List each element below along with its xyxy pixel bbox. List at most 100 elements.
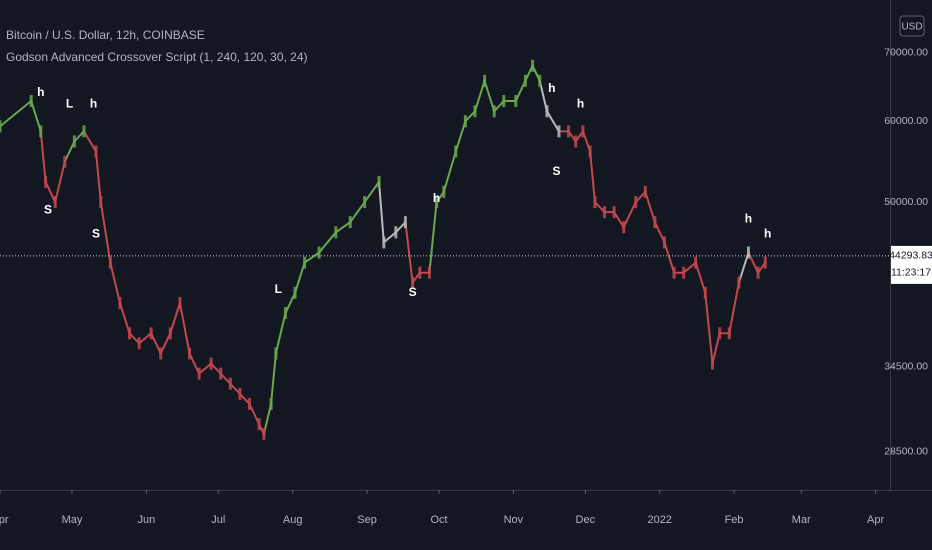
x-tick-label: May	[62, 514, 83, 526]
signal-label: S	[44, 202, 52, 216]
candle	[178, 296, 182, 309]
candle	[502, 95, 506, 108]
price-segment	[382, 231, 397, 244]
candle	[588, 145, 592, 158]
candle	[612, 206, 616, 219]
candle	[247, 397, 251, 410]
candle	[94, 145, 98, 158]
price-segment	[404, 221, 414, 284]
price-segment	[159, 332, 172, 355]
price-segment	[63, 140, 76, 163]
candle	[483, 74, 487, 87]
signal-label: h	[37, 85, 44, 99]
price-segment	[593, 201, 606, 214]
x-tick-label: Mar	[792, 514, 811, 526]
signal-label: S	[409, 285, 417, 299]
price-segment	[169, 301, 181, 335]
candle	[63, 155, 67, 168]
candle	[394, 226, 398, 239]
candle	[382, 236, 386, 249]
x-tick-label: Nov	[504, 514, 524, 526]
signal-label: S	[92, 227, 100, 241]
signal-label: h	[548, 81, 555, 95]
candle	[703, 286, 707, 299]
price-segment	[73, 130, 85, 143]
price-segment	[274, 312, 287, 355]
x-tick-label: Sep	[357, 514, 377, 526]
price-segment	[303, 251, 321, 264]
x-tick-label: Jun	[137, 514, 155, 526]
price-segment	[663, 241, 676, 274]
y-tick-label: 70000.00	[884, 46, 928, 58]
price-segment	[653, 221, 666, 244]
x-tick-label: 2022	[647, 514, 671, 526]
currency-button[interactable]	[899, 15, 925, 37]
price-segment	[704, 291, 714, 365]
y-tick-label: 28500.00	[884, 446, 928, 458]
price-segment	[545, 110, 560, 133]
candle	[557, 125, 561, 138]
candle	[262, 428, 266, 441]
current-price-box	[891, 245, 932, 284]
candle	[603, 206, 607, 219]
candle	[168, 327, 172, 340]
x-tick-label: Oct	[430, 514, 447, 526]
signal-label: L	[275, 282, 282, 296]
candle	[442, 185, 446, 198]
x-tick-label: Feb	[725, 514, 744, 526]
candle	[29, 95, 33, 108]
candle	[137, 337, 141, 350]
candle	[128, 327, 132, 340]
candle	[293, 286, 297, 299]
indicator-title: Godson Advanced Crossover Script (1, 240…	[6, 50, 308, 64]
candle	[514, 95, 518, 108]
candle	[727, 327, 731, 340]
candle	[348, 216, 352, 229]
signal-label: h	[745, 211, 752, 225]
candle	[317, 246, 321, 259]
price-segment	[219, 372, 232, 385]
current-price-label: 44293.83	[889, 250, 932, 262]
candle	[672, 266, 676, 279]
candle	[756, 266, 760, 279]
candle	[377, 175, 381, 188]
candle	[682, 266, 686, 279]
x-tick-label: Jul	[211, 514, 225, 526]
signal-label: L	[66, 96, 73, 110]
price-segment	[634, 190, 647, 204]
candle	[303, 256, 307, 269]
price-segment	[94, 150, 102, 204]
candle	[567, 125, 571, 138]
price-segment	[493, 100, 505, 113]
price-segment	[82, 130, 97, 153]
price-segment	[294, 261, 306, 294]
candle	[334, 226, 338, 239]
candle	[403, 216, 407, 229]
price-segment	[0, 100, 33, 128]
candle	[197, 367, 201, 380]
price-segment	[694, 261, 707, 294]
candle	[363, 196, 367, 209]
price-segment	[613, 211, 625, 229]
candle	[82, 125, 86, 138]
price-segment	[363, 180, 381, 204]
price-segment	[318, 231, 337, 254]
candle	[269, 397, 273, 410]
candle	[238, 387, 242, 400]
candle	[118, 296, 122, 309]
price-segment	[270, 352, 277, 405]
candle	[463, 115, 467, 128]
candle	[763, 256, 767, 269]
signal-label: h	[90, 96, 97, 110]
y-tick-label: 60000.00	[884, 115, 928, 127]
price-segment	[178, 301, 191, 355]
price-segment	[737, 251, 750, 284]
candle	[538, 74, 542, 87]
candle	[228, 377, 232, 390]
price-segment	[378, 180, 385, 244]
price-segment	[589, 150, 596, 204]
candle	[108, 256, 112, 269]
price-segment	[334, 221, 352, 234]
candle	[418, 266, 422, 279]
